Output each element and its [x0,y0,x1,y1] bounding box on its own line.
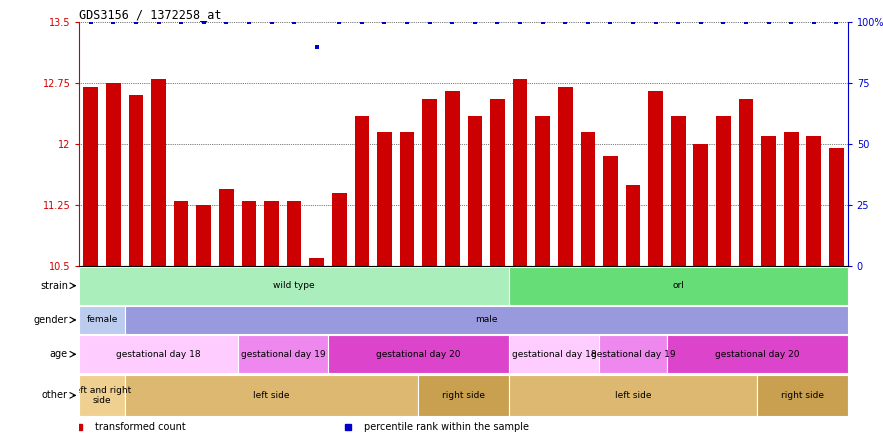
Text: strain: strain [40,281,68,291]
Bar [79,335,238,373]
Bar [600,335,667,373]
Bar [219,189,234,266]
Bar [79,306,125,334]
Bar [739,99,753,266]
Bar [328,335,509,373]
Bar [106,83,121,266]
Bar [79,375,125,416]
Text: age: age [49,349,68,359]
Text: transformed count: transformed count [94,422,185,432]
Bar [377,132,392,266]
Bar [648,91,663,266]
Text: gender: gender [34,315,68,325]
Bar [355,115,369,266]
Bar [509,267,848,305]
Bar [264,201,279,266]
Text: left side: left side [253,391,290,400]
Text: gestational day 19: gestational day 19 [240,350,325,359]
Bar [667,335,848,373]
Bar [83,87,98,266]
Text: percentile rank within the sample: percentile rank within the sample [364,422,529,432]
Bar [467,115,482,266]
Bar [558,87,572,266]
Text: gestational day 18: gestational day 18 [117,350,200,359]
Bar [242,201,256,266]
Bar [309,258,324,266]
Bar [287,201,301,266]
Bar [761,136,776,266]
Text: left side: left side [615,391,652,400]
Bar [174,201,188,266]
Bar [716,115,731,266]
Bar [400,132,414,266]
Bar [125,375,419,416]
Bar [509,335,600,373]
Bar [422,99,437,266]
Bar [693,144,708,266]
Bar [238,335,328,373]
Text: female: female [87,316,117,325]
Bar [535,115,550,266]
Text: wild type: wild type [274,281,315,290]
Bar [490,99,505,266]
Text: gestational day 19: gestational day 19 [591,350,675,359]
Text: GDS3156 / 1372258_at: GDS3156 / 1372258_at [79,8,222,21]
Bar [419,375,509,416]
Bar [671,115,685,266]
Text: orl: orl [672,281,684,290]
Bar [626,185,640,266]
Bar [784,132,798,266]
Text: gestational day 20: gestational day 20 [376,350,461,359]
Bar [758,375,848,416]
Text: gestational day 18: gestational day 18 [511,350,596,359]
Bar [79,267,509,305]
Bar [196,205,211,266]
Bar [445,91,460,266]
Bar [513,79,527,266]
Bar [509,375,758,416]
Bar [332,193,347,266]
Text: male: male [475,316,497,325]
Bar [806,136,821,266]
Text: right side: right side [781,391,824,400]
Bar [151,79,166,266]
Bar [829,148,844,266]
Text: other: other [42,390,68,400]
Bar [580,132,595,266]
Text: left and right
side: left and right side [72,386,132,405]
Bar [603,156,618,266]
Bar [129,95,143,266]
Text: right side: right side [442,391,485,400]
Text: gestational day 20: gestational day 20 [715,350,799,359]
